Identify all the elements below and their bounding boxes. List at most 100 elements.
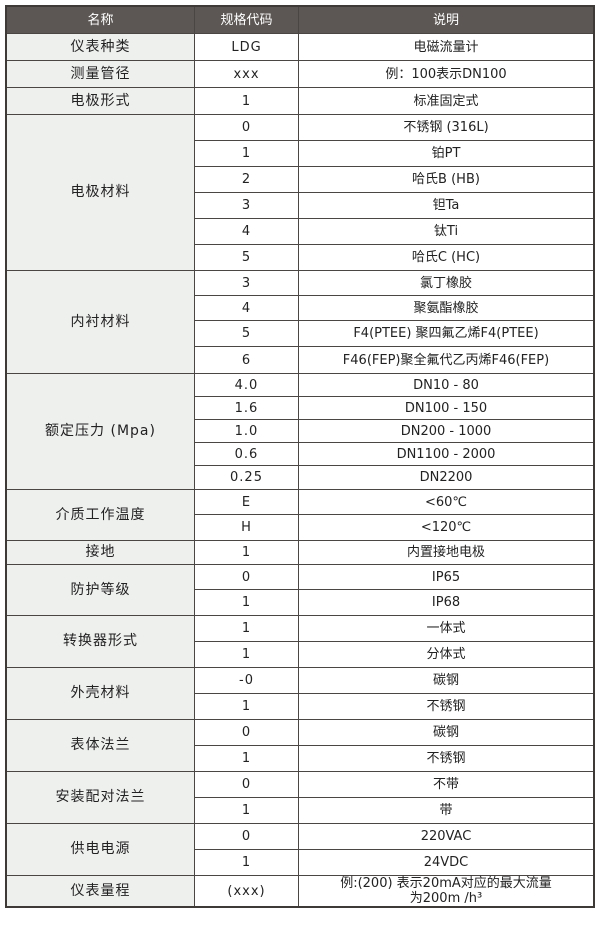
- table-row: 1 铂PT: [6, 140, 595, 167]
- header-code: 规格代码: [194, 5, 299, 34]
- table-row: 6 F46(FEP)聚全氟代乙丙烯F46(FEP): [6, 346, 595, 374]
- table-row: 介质工作温度 E <60℃: [5, 489, 595, 541]
- spec-description: 内置接地电极: [298, 540, 595, 565]
- spec-description: 不锈钢 (316L): [298, 114, 595, 141]
- spec-description: 电磁流量计: [298, 33, 595, 61]
- spec-code: 2: [194, 166, 299, 193]
- spec-code: 1: [194, 745, 299, 772]
- spec-code: H: [194, 514, 299, 541]
- table-row: 外壳材料 -0 碳钢: [5, 667, 595, 720]
- spec-description: DN200 - 1000: [298, 419, 595, 443]
- spec-code: 1: [194, 87, 299, 115]
- spec-description: DN2200: [298, 465, 595, 490]
- spec-description: 不锈钢: [298, 745, 595, 772]
- spec-description: 24VDC: [298, 849, 595, 876]
- spec-name: 电极材料: [5, 114, 195, 271]
- table-body: 仪表种类 LDG 电磁流量计 测量管径 xxx 例：100表示DN100 电极形式 1 标准固定…: [5, 33, 595, 908]
- table-row: 1 IP68: [6, 589, 595, 616]
- spec-name: 仪表量程: [5, 875, 195, 908]
- spec-name: 表体法兰: [5, 719, 195, 772]
- spec-description: 钽Ta: [298, 192, 595, 219]
- spec-description: 碳钢: [298, 719, 595, 746]
- spec-code: 0: [194, 719, 299, 746]
- spec-code: xxx: [194, 60, 299, 88]
- spec-name: 安装配对法兰: [5, 771, 195, 824]
- header-desc: 说明: [298, 5, 595, 34]
- spec-description: 聚氨酯橡胶: [298, 295, 595, 321]
- spec-description: <120℃: [298, 514, 595, 541]
- spec-code: 1: [194, 641, 299, 668]
- spec-name: 仪表种类: [5, 33, 195, 61]
- spec-description: 220VAC: [298, 823, 595, 850]
- spec-description: F4(PTEE) 聚四氟乙烯F4(PTEE): [298, 320, 595, 347]
- spec-description: 不锈钢: [298, 693, 595, 720]
- spec-code: 0.6: [194, 442, 299, 466]
- spec-name: 防护等级: [5, 564, 195, 616]
- spec-code: 1: [194, 589, 299, 616]
- spec-name: 额定压力 (Mpa): [5, 373, 195, 490]
- spec-description: 碳钢: [298, 667, 595, 694]
- spec-code: 1: [194, 693, 299, 720]
- spec-name: 电极形式: [5, 87, 195, 115]
- spec-description: 哈氏C (HC): [298, 244, 595, 271]
- table-row: 仪表量程 (xxx) 例:(200) 表示20mA对应的最大流量为200m /h³: [5, 875, 595, 908]
- spec-code: 0: [194, 114, 299, 141]
- spec-code: 5: [194, 244, 299, 271]
- spec-description: 带: [298, 797, 595, 824]
- spec-name: 转换器形式: [5, 615, 195, 668]
- spec-description: IP68: [298, 589, 595, 616]
- spec-description: 哈氏B (HB): [298, 166, 595, 193]
- table-row: 接地 1 内置接地电极: [5, 540, 595, 565]
- table-row: 供电电源 0 220VAC: [5, 823, 595, 876]
- spec-name: 介质工作温度: [5, 489, 195, 541]
- table-row: 表体法兰 0 碳钢: [5, 719, 595, 772]
- spec-code: E: [194, 489, 299, 515]
- table-row: 额定压力 (Mpa) 4.0 DN10 - 80: [5, 373, 595, 490]
- spec-code: 1: [194, 849, 299, 876]
- table-row: 测量管径 xxx 例：100表示DN100: [5, 60, 595, 88]
- table-row: 1 不锈钢: [6, 745, 595, 772]
- spec-code: 4.0: [194, 373, 299, 397]
- table-row: 仪表种类 LDG 电磁流量计: [5, 33, 595, 61]
- spec-code: 1.0: [194, 419, 299, 443]
- spec-description: F46(FEP)聚全氟代乙丙烯F46(FEP): [298, 346, 595, 374]
- table-row: 5 哈氏C (HC): [6, 244, 595, 271]
- spec-name: 外壳材料: [5, 667, 195, 720]
- spec-description: 铂PT: [298, 140, 595, 167]
- spec-description: 不带: [298, 771, 595, 798]
- spec-description: 例：100表示DN100: [298, 60, 595, 88]
- table-row: 1.0 DN200 - 1000: [6, 419, 595, 443]
- spec-code: 1: [194, 615, 299, 642]
- spec-code: 3: [194, 270, 299, 296]
- spec-description: 分体式: [298, 641, 595, 668]
- spec-description: 例:(200) 表示20mA对应的最大流量为200m /h³: [298, 875, 595, 908]
- table-row: 2 哈氏B (HB): [6, 166, 595, 193]
- table-row: 安装配对法兰 0 不带: [5, 771, 595, 824]
- spec-code: (xxx): [194, 875, 299, 908]
- spec-description: DN1100 - 2000: [298, 442, 595, 466]
- table-row: 4 钛Ti: [6, 218, 595, 245]
- spec-code: 1: [194, 797, 299, 824]
- spec-table: 名称 规格代码 说明 仪表种类 LDG 电磁流量计 测量管径 xxx 例：100表示DN1…: [5, 5, 595, 908]
- spec-description: DN10 - 80: [298, 373, 595, 397]
- table-row: 5 F4(PTEE) 聚四氟乙烯F4(PTEE): [6, 320, 595, 347]
- spec-description: IP65: [298, 564, 595, 590]
- spec-code: 1: [194, 540, 299, 565]
- header-name: 名称: [5, 5, 195, 34]
- table-row: 防护等级 0 IP65: [5, 564, 595, 616]
- spec-code: -0: [194, 667, 299, 694]
- spec-code: 0: [194, 771, 299, 798]
- table-row: 0.25 DN2200: [6, 465, 595, 490]
- spec-code: 4: [194, 295, 299, 321]
- spec-description: <60℃: [298, 489, 595, 515]
- spec-code: 1: [194, 140, 299, 167]
- header-row: 名称 规格代码 说明: [5, 5, 595, 34]
- table-row: 电极形式 1 标准固定式: [5, 87, 595, 115]
- spec-code: 0: [194, 564, 299, 590]
- spec-description: DN100 - 150: [298, 396, 595, 420]
- spec-code: 1.6: [194, 396, 299, 420]
- spec-code: 6: [194, 346, 299, 374]
- spec-code: 0: [194, 823, 299, 850]
- table-row: H <120℃: [6, 514, 595, 541]
